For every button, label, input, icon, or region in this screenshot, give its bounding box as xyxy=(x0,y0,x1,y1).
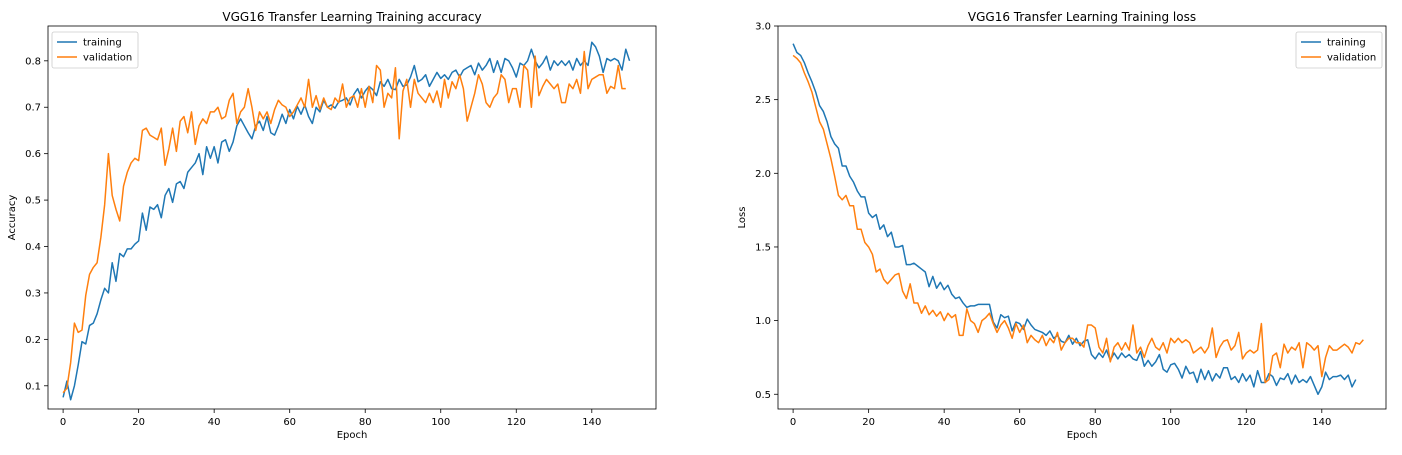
legend-box xyxy=(51,31,139,69)
legend: training validation xyxy=(51,31,139,69)
x-axis-label: Epoch xyxy=(337,430,368,441)
x-tick-label: 0 xyxy=(60,417,66,428)
y-tick-label: 0.8 xyxy=(25,56,41,67)
x-tick-label: 140 xyxy=(582,417,601,428)
legend-label-validation: validation xyxy=(1327,53,1376,64)
y-axis-label: Accuracy xyxy=(7,195,18,241)
series-line-training xyxy=(62,41,631,401)
chart-title: VGG16 Transfer Learning Training loss xyxy=(968,10,1196,24)
x-tick-label: 140 xyxy=(1312,417,1331,428)
y-tick-label: 0.5 xyxy=(25,196,41,207)
series-line-training xyxy=(792,43,1357,396)
plot-area-frame xyxy=(777,25,1387,410)
x-tick-label: 20 xyxy=(862,417,875,428)
y-tick-label: 0.2 xyxy=(25,335,41,346)
y-tick-label: 2.0 xyxy=(755,169,771,180)
y-tick-label: 0.1 xyxy=(25,381,41,392)
x-tick-label: 0 xyxy=(790,417,796,428)
y-tick-label: 1.0 xyxy=(755,316,771,327)
legend-box xyxy=(1295,31,1383,69)
x-tick-label: 100 xyxy=(1161,417,1180,428)
chart-panel-1: 0 20 40 60 80 100 120 140 0.1 0.2 0.3 0.4 0.5 0.6 0.7 0… xyxy=(7,10,657,441)
legend-label-training: training xyxy=(1327,38,1366,49)
series-line-validation xyxy=(792,54,1364,384)
series-line-validation xyxy=(62,50,626,394)
y-tick-label: 0.7 xyxy=(25,103,41,114)
chart-panel-2: 0 20 40 60 80 100 120 140 0.5 1.0 1.5 2.0 2.5 3.0 VGG1… xyxy=(737,10,1387,441)
x-tick-label: 80 xyxy=(1089,417,1102,428)
x-tick-label: 120 xyxy=(507,417,526,428)
x-tick-label: 40 xyxy=(208,417,221,428)
x-tick-label: 20 xyxy=(132,417,145,428)
y-tick-label: 3.0 xyxy=(755,22,771,33)
x-tick-label: 40 xyxy=(938,417,951,428)
y-axis-label: Loss xyxy=(737,207,748,229)
plot-area-frame xyxy=(47,25,657,410)
legend-label-validation: validation xyxy=(83,53,132,64)
y-tick-label: 0.6 xyxy=(25,149,41,160)
x-tick-label: 80 xyxy=(359,417,372,428)
x-axis-label: Epoch xyxy=(1067,430,1098,441)
x-tick-label: 60 xyxy=(1013,417,1026,428)
x-tick-label: 120 xyxy=(1237,417,1256,428)
y-tick-label: 1.5 xyxy=(755,242,771,253)
legend: training validation xyxy=(1295,31,1383,69)
y-tick-label: 0.5 xyxy=(755,390,771,401)
y-tick-label: 2.5 xyxy=(755,95,771,106)
chart-title: VGG16 Transfer Learning Training accurac… xyxy=(222,10,481,24)
legend-label-training: training xyxy=(83,38,122,49)
x-tick-label: 60 xyxy=(283,417,296,428)
y-tick-label: 0.3 xyxy=(25,288,41,299)
y-tick-label: 0.4 xyxy=(25,242,41,253)
x-tick-label: 100 xyxy=(431,417,450,428)
